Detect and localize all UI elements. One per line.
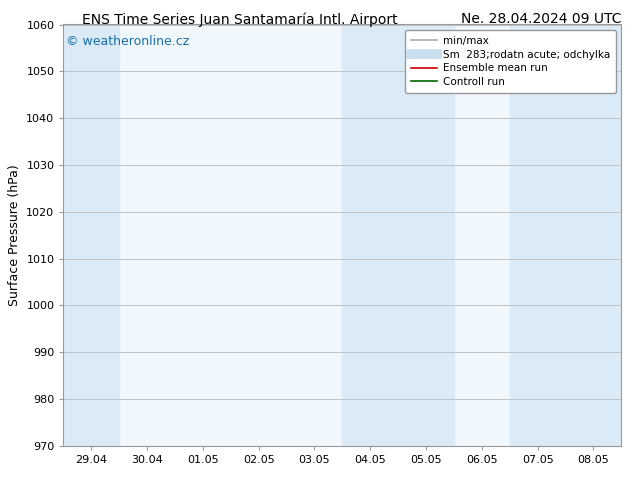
Legend: min/max, Sm  283;rodatn acute; odchylka, Ensemble mean run, Controll run: min/max, Sm 283;rodatn acute; odchylka, … (405, 30, 616, 93)
Y-axis label: Surface Pressure (hPa): Surface Pressure (hPa) (8, 164, 21, 306)
Text: ENS Time Series Juan Santamaría Intl. Airport: ENS Time Series Juan Santamaría Intl. Ai… (82, 12, 398, 27)
Bar (510, 24, 621, 446)
Bar (63, 24, 119, 446)
Text: Ne. 28.04.2024 09 UTC: Ne. 28.04.2024 09 UTC (461, 12, 621, 26)
Bar (342, 24, 454, 446)
Text: © weatheronline.cz: © weatheronline.cz (66, 35, 190, 48)
